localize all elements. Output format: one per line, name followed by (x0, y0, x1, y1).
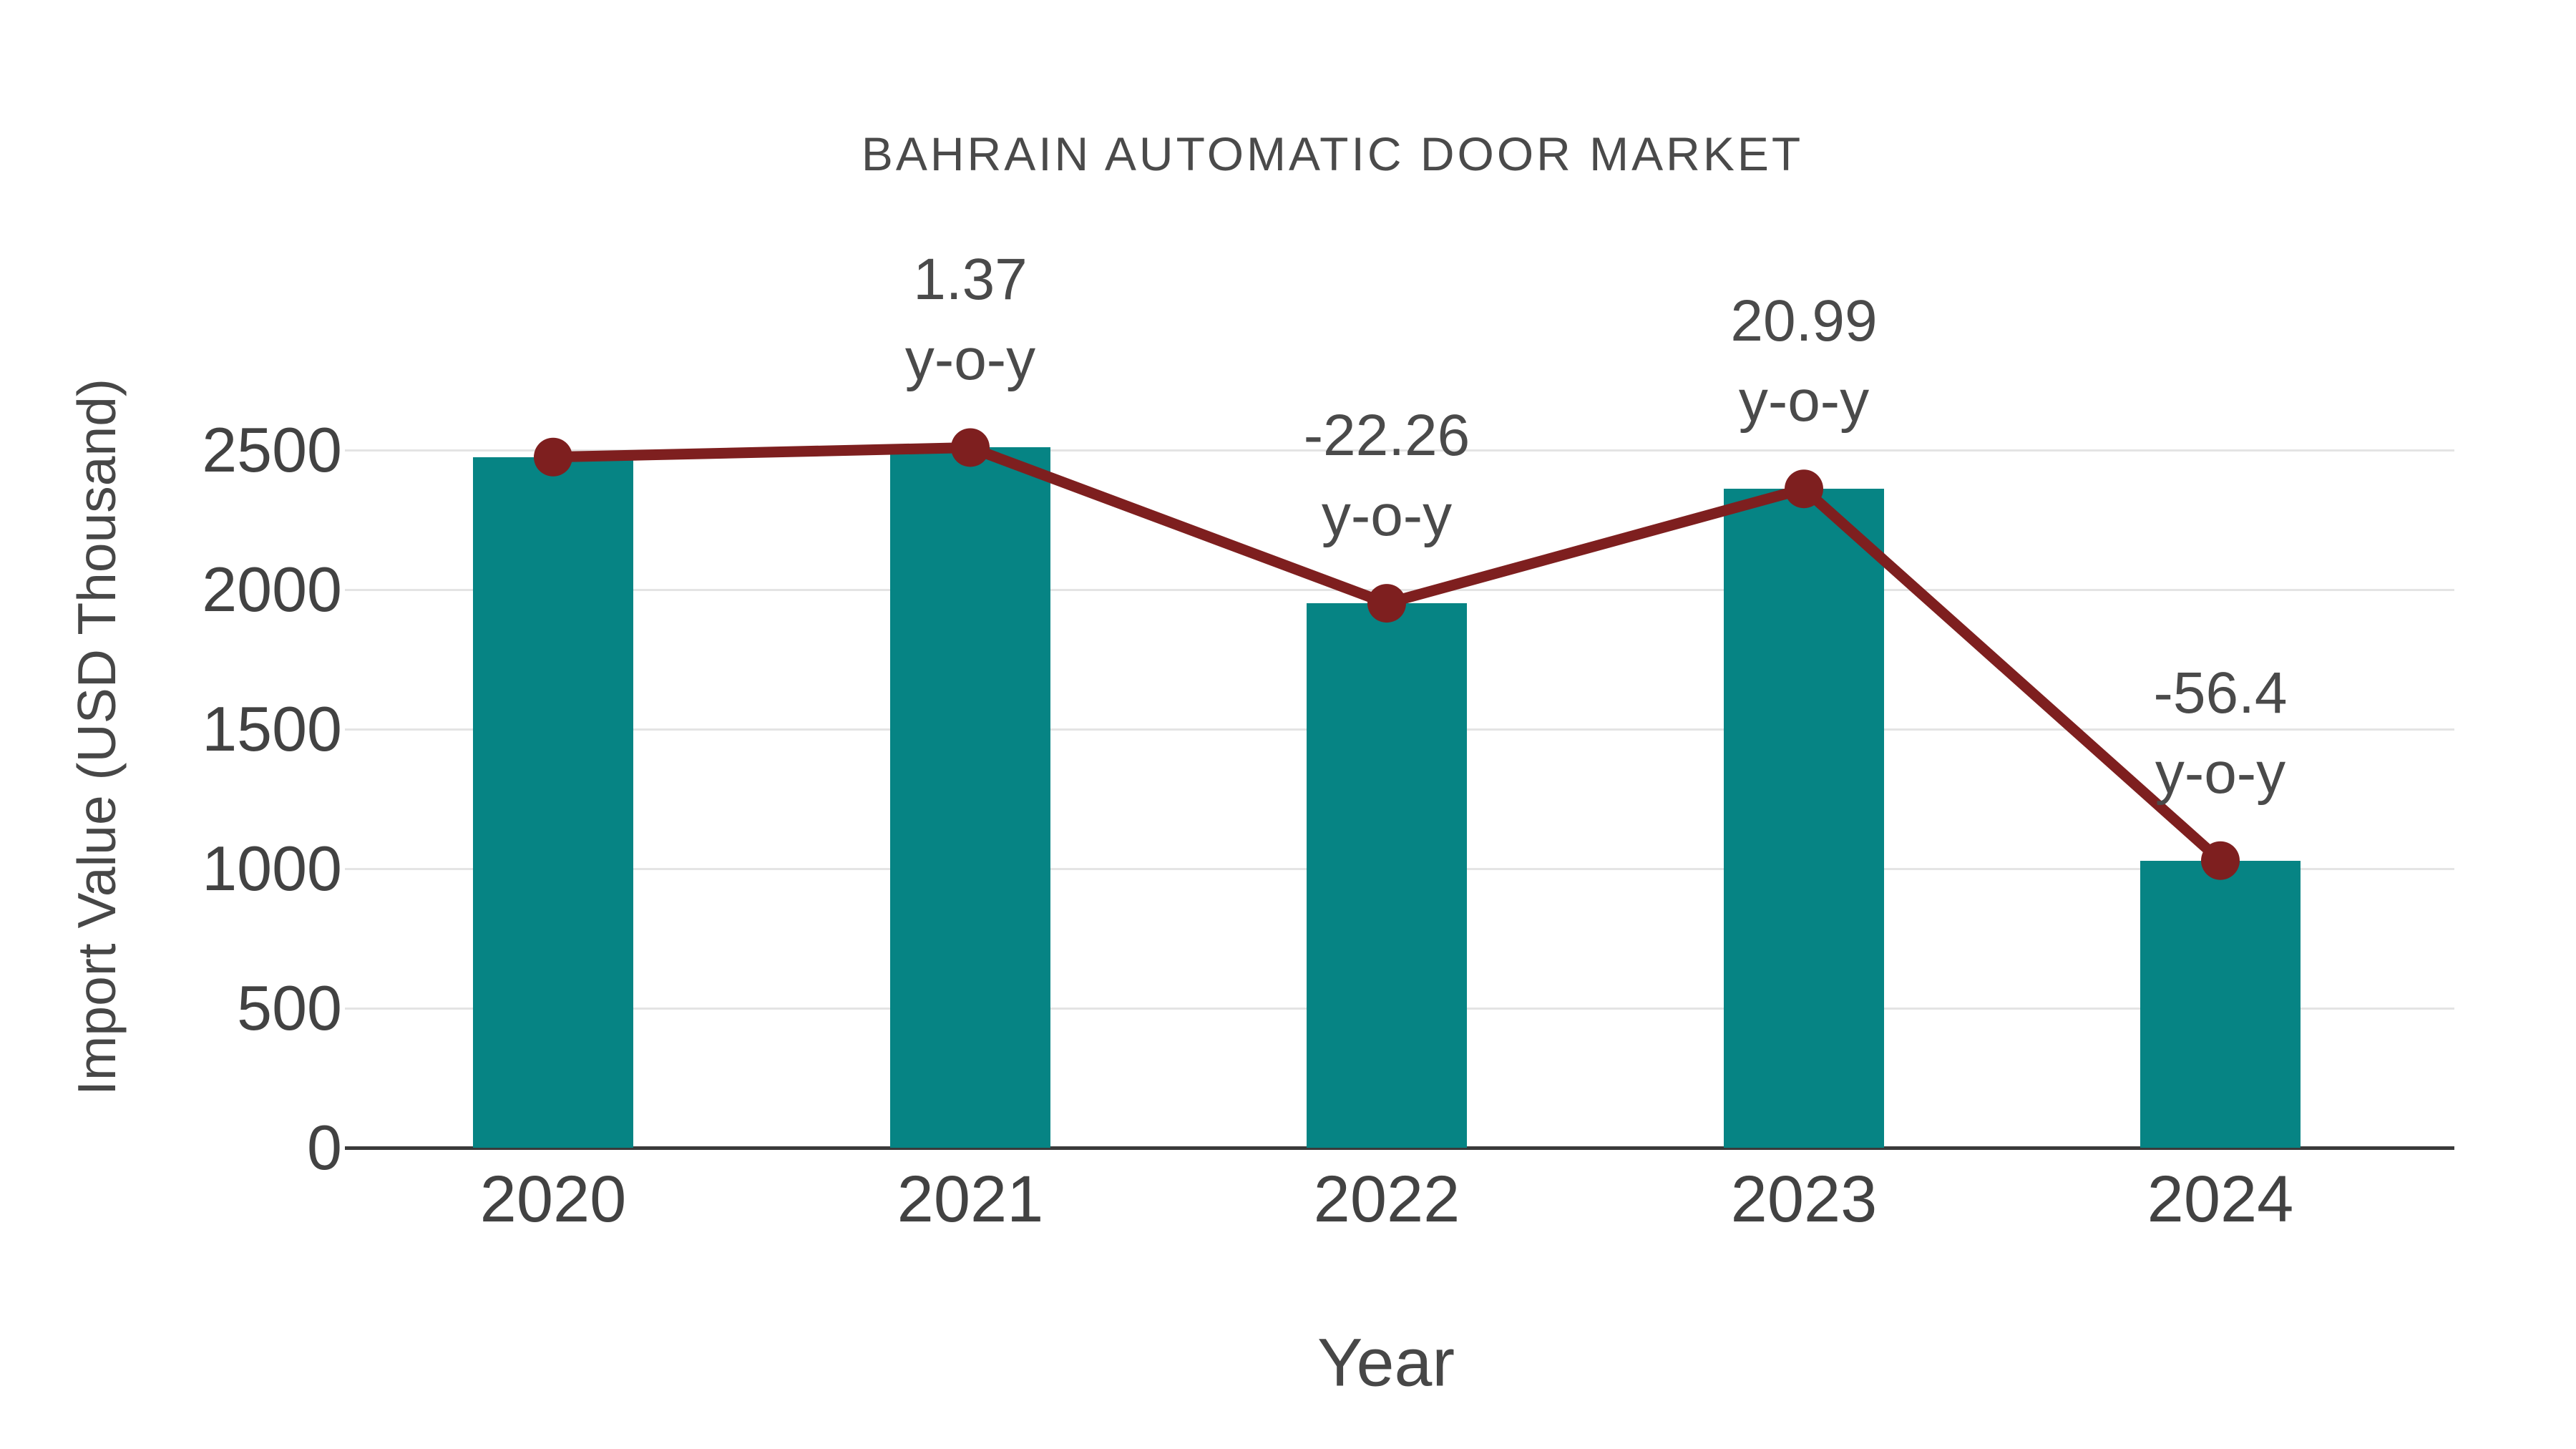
bar-2024 (2140, 860, 2301, 1148)
annotation-suffix-2023: y-o-y (1738, 369, 1870, 434)
x-tick-label-2023: 2023 (1730, 1163, 1878, 1236)
bar-2022 (1307, 603, 1467, 1148)
x-tick-label-2022: 2022 (1313, 1163, 1460, 1236)
annotation-suffix-2024: y-o-y (2155, 740, 2286, 806)
annotation-value-2021: 1.37 (913, 247, 1028, 313)
y-tick-label-2000: 2000 (202, 554, 342, 625)
y-tick-label-500: 500 (237, 972, 342, 1043)
annotation-2022: -22.26 y-o-y (1304, 396, 1470, 556)
annotation-value-2023: 20.99 (1730, 288, 1878, 354)
y-tick-label-2500: 2500 (202, 414, 342, 485)
x-tick-label-2024: 2024 (2147, 1163, 2294, 1236)
y-tick-label-0: 0 (307, 1112, 342, 1183)
annotation-value-2024: -56.4 (2153, 660, 2288, 726)
chart-title: BAHRAIN AUTOMATIC DOOR MARKET (861, 127, 1804, 180)
x-axis-line (345, 1146, 2454, 1150)
bar-2021 (890, 447, 1050, 1148)
annotation-2023: 20.99 y-o-y (1730, 281, 1877, 441)
x-tick-label-2021: 2021 (897, 1163, 1044, 1236)
gridline-2000 (345, 589, 2454, 591)
y-tick-label-1000: 1000 (202, 833, 342, 904)
annotation-2021: 1.37 y-o-y (905, 240, 1035, 400)
y-tick-label-1500: 1500 (202, 693, 342, 764)
x-axis-title: Year (1317, 1324, 1455, 1401)
bar-2023 (1724, 489, 1884, 1148)
annotation-value-2022: -22.26 (1303, 403, 1470, 469)
annotation-suffix-2021: y-o-y (904, 327, 1036, 393)
annotation-2024: -56.4 y-o-y (2154, 653, 2288, 814)
annotation-suffix-2022: y-o-y (1321, 483, 1453, 549)
bar-2020 (473, 457, 633, 1148)
x-tick-label-2020: 2020 (479, 1163, 627, 1236)
